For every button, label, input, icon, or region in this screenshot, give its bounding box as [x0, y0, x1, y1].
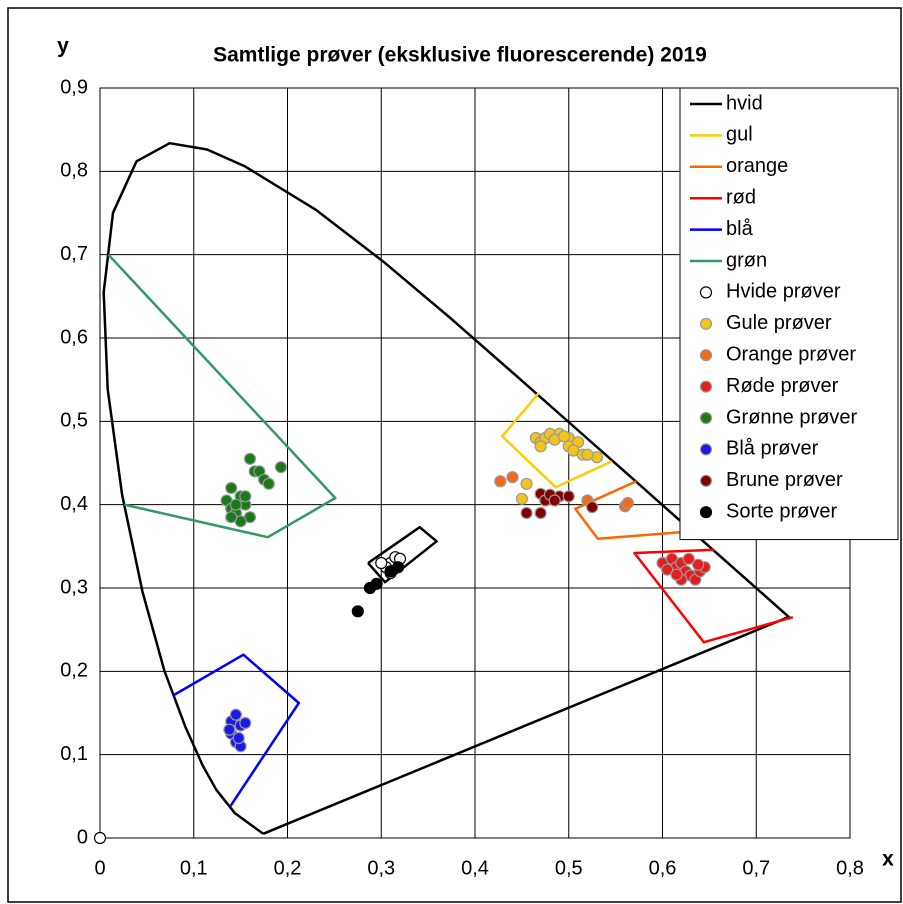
marker	[229, 708, 243, 721]
legend-label: Orange prøver	[726, 343, 856, 365]
marker	[239, 716, 252, 730]
marker	[225, 511, 238, 524]
x-axis-label: x	[882, 848, 894, 871]
chart-title: Samtlige prøver (eksklusive fluoresceren…	[213, 44, 707, 67]
marker	[692, 558, 705, 571]
marker	[375, 556, 388, 570]
marker	[239, 490, 252, 503]
marker	[262, 477, 275, 490]
legend-marker	[699, 411, 713, 425]
marker	[520, 506, 533, 520]
series-line	[500, 392, 613, 489]
y-tick-label: 0,3	[60, 576, 88, 598]
y-tick-label: 0,1	[60, 743, 88, 765]
legend-marker	[699, 506, 713, 519]
marker	[586, 501, 599, 514]
y-tick-label: 0,7	[60, 243, 88, 265]
legend-label: rød	[726, 186, 756, 208]
legend-label: Blå prøver	[726, 438, 819, 460]
marker	[661, 563, 674, 576]
marker	[562, 490, 575, 503]
legend-label: Brune prøver	[726, 469, 843, 491]
marker	[548, 494, 561, 507]
x-tick-label: 0,7	[742, 857, 770, 879]
marker	[682, 552, 695, 565]
marker	[370, 577, 383, 590]
marker	[621, 496, 634, 510]
legend-label: grøn	[726, 249, 767, 271]
legend-label: Grønne prøver	[726, 406, 857, 428]
marker	[515, 492, 528, 505]
x-tick-label: 0,4	[461, 857, 489, 879]
y-tick-label: 0,8	[60, 160, 88, 182]
series-line	[574, 480, 692, 541]
legend-label: Sorte prøver	[726, 500, 837, 522]
legend-label: hvid	[726, 92, 763, 114]
marker	[534, 506, 547, 520]
marker	[274, 461, 288, 474]
x-tick-label: 0,2	[274, 857, 302, 879]
series-line	[172, 653, 301, 807]
legend-box	[679, 87, 899, 541]
y-tick-label: 0,6	[60, 326, 88, 348]
marker	[93, 831, 107, 845]
x-tick-label: 0,1	[180, 857, 208, 879]
marker	[384, 565, 397, 578]
x-tick-label: 0,5	[555, 857, 583, 879]
series-line	[633, 548, 794, 644]
legend-label: gul	[726, 124, 753, 146]
legend-marker	[699, 474, 713, 487]
legend-label: Røde prøver	[726, 375, 839, 397]
y-axis-label: y	[57, 35, 69, 58]
legend-label: orange	[726, 155, 788, 177]
legend-marker	[699, 349, 713, 362]
marker	[506, 471, 519, 484]
marker	[581, 448, 594, 461]
marker	[534, 440, 547, 453]
legend-label: Hvide prøver	[726, 281, 841, 303]
x-tick-label: 0,6	[649, 857, 677, 879]
marker	[494, 475, 507, 488]
marker	[557, 430, 571, 443]
legend-marker	[699, 317, 713, 330]
marker	[229, 498, 243, 511]
marker	[232, 731, 245, 745]
x-tick-label: 0,3	[367, 857, 395, 879]
legend-marker	[699, 286, 713, 299]
y-tick-label: 0,9	[60, 76, 88, 98]
marker	[351, 605, 364, 618]
marker	[670, 568, 683, 581]
legend-label: Gule prøver	[726, 312, 832, 334]
series-line	[107, 253, 337, 539]
legend-marker	[699, 443, 713, 456]
marker	[243, 452, 257, 465]
marker	[225, 481, 238, 495]
y-tick-label: 0,2	[60, 660, 88, 682]
y-tick-label: 0,5	[60, 410, 88, 432]
x-tick-label: 0	[94, 857, 105, 879]
y-tick-label: 0	[77, 826, 88, 848]
y-tick-label: 0,4	[60, 493, 88, 515]
legend-marker	[699, 380, 713, 393]
x-tick-label: 0,8	[836, 857, 864, 879]
marker	[520, 477, 533, 490]
marker	[223, 723, 236, 736]
legend-label: blå	[726, 218, 754, 240]
